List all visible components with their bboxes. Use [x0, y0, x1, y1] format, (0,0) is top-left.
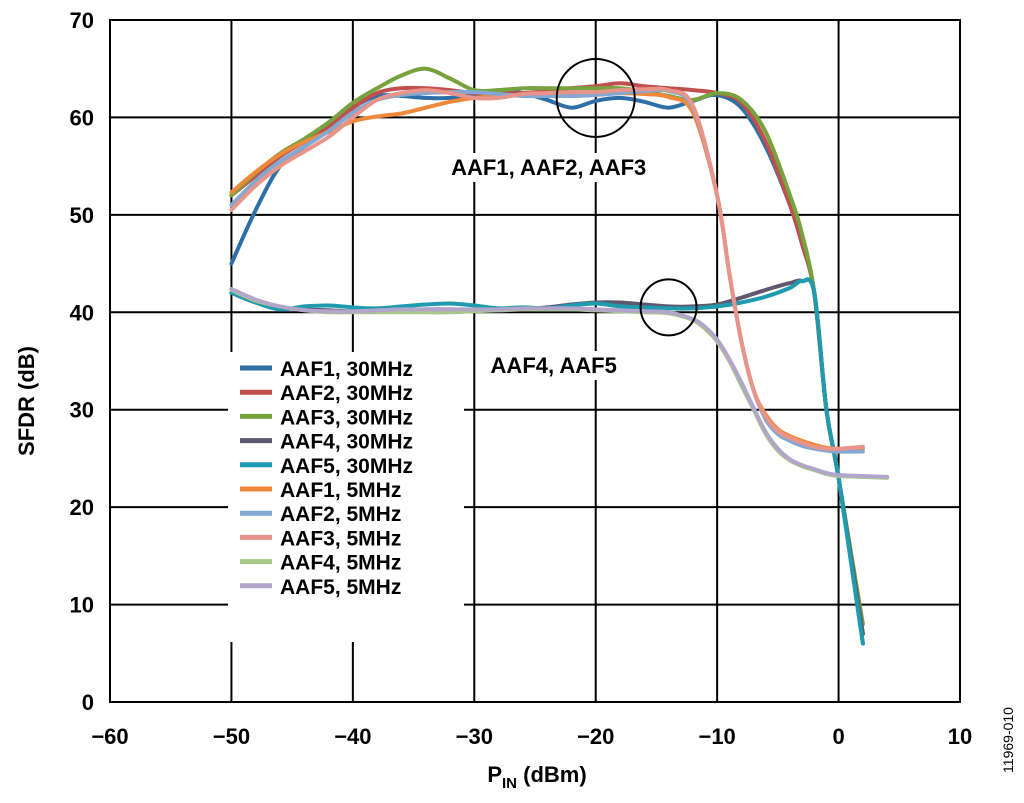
series-line-10 — [229, 286, 890, 479]
legend-label: AAF1, 5MHz — [280, 479, 401, 502]
x-tick-label: −60 — [91, 724, 128, 749]
legend-label: AAF3, 30MHz — [280, 406, 413, 429]
legend-label: AAF5, 30MHz — [280, 455, 413, 478]
series-line-3 — [229, 66, 865, 627]
x-tick-label: 0 — [832, 724, 844, 749]
annotation-circle — [555, 57, 636, 138]
x-axis-label-main: P — [487, 762, 502, 787]
y-tick-label: 30 — [70, 398, 94, 423]
y-tick-label: 20 — [70, 495, 94, 520]
legend-label: AAF3, 5MHz — [280, 527, 401, 550]
x-tick-label: −20 — [577, 724, 614, 749]
annotation-circle — [639, 278, 698, 337]
x-tick-label: −30 — [456, 724, 493, 749]
legend-background — [228, 352, 464, 642]
x-axis-label: PIN (dBm) — [487, 762, 586, 792]
y-axis-label: SFDR (dB) — [14, 346, 39, 456]
series-line-5 — [229, 277, 865, 646]
x-tick-label: −50 — [213, 724, 250, 749]
x-axis-label-rest: (dBm) — [517, 762, 587, 787]
annotation-label: AAF4, AAF5 — [491, 353, 617, 378]
x-tick-label: −10 — [698, 724, 735, 749]
annotation-label: AAF1, AAF2, AAF3 — [451, 155, 646, 180]
legend-label: AAF1, 30MHz — [280, 358, 413, 381]
y-tick-label: 70 — [70, 8, 94, 33]
legend-label: AAF2, 5MHz — [280, 503, 401, 526]
y-tick-label: 50 — [70, 203, 94, 228]
series-line-8 — [229, 86, 865, 451]
annotation-bg — [486, 351, 621, 380]
annotation-bg — [447, 153, 651, 182]
y-tick-label: 40 — [70, 300, 94, 325]
x-tick-label: 10 — [948, 724, 972, 749]
tick-labels: −60 −50 −40 −30 −20 −10 0 10 0 10 20 30 40 50 60 70 — [70, 8, 973, 749]
y-tick-label: 10 — [70, 593, 94, 618]
y-tick-label: 0 — [82, 690, 94, 715]
legend-label: AAF4, 5MHz — [280, 552, 401, 575]
plot-frame — [109, 19, 961, 703]
x-axis-label-sub: IN — [502, 775, 517, 792]
series-lines — [229, 66, 890, 646]
series-line-7 — [229, 87, 865, 454]
figure-id: 11969-010 — [1000, 707, 1016, 773]
annotations: AAF1, AAF2, AAF3 AAF4, AAF5 — [447, 57, 698, 380]
legend-label: AAF2, 30MHz — [280, 382, 413, 405]
y-tick-label: 60 — [70, 105, 94, 130]
legend-label: AAF4, 30MHz — [280, 431, 413, 454]
legend-label: AAF5, 5MHz — [280, 576, 401, 599]
x-tick-label: −40 — [334, 724, 371, 749]
